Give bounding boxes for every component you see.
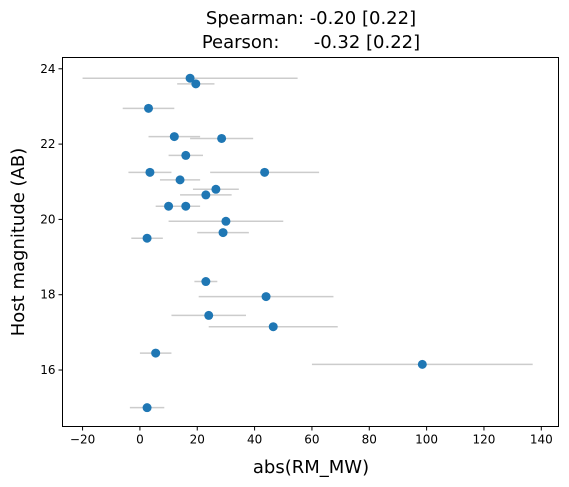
data-point [151, 349, 160, 358]
data-point [219, 228, 228, 237]
x-tick-label: 20 [190, 433, 205, 447]
plot-frame [63, 58, 559, 427]
data-point [204, 311, 213, 320]
data-point [260, 168, 269, 177]
data-point [164, 202, 173, 211]
y-tick-label: 18 [40, 288, 55, 302]
y-tick-label: 16 [40, 363, 55, 377]
x-tick-label: 140 [530, 433, 553, 447]
y-tick-label: 22 [40, 137, 55, 151]
x-tick-label: 100 [415, 433, 438, 447]
x-axis-ticks: −20 0 20 40 60 80 100 120 140 [70, 427, 553, 447]
data-points [143, 74, 427, 412]
x-tick-label: 60 [304, 433, 319, 447]
x-tick-label: 120 [473, 433, 496, 447]
y-tick-label: 24 [40, 62, 55, 76]
data-point [201, 277, 210, 286]
y-axis-label: Host magnitude (AB) [8, 148, 29, 337]
y-tick-label: 20 [40, 212, 55, 226]
data-point [221, 217, 230, 226]
data-point [191, 79, 200, 88]
data-point [217, 134, 226, 143]
data-point [143, 234, 152, 243]
chart-title-line-1: Spearman: -0.20 [0.22] [206, 8, 416, 29]
data-point [262, 292, 271, 301]
error-bars [83, 78, 533, 407]
x-tick-label: 40 [247, 433, 262, 447]
data-point [418, 360, 427, 369]
data-point [211, 185, 220, 194]
x-tick-label: 0 [136, 433, 144, 447]
data-point [145, 168, 154, 177]
x-axis-label: abs(RM_MW) [253, 457, 369, 478]
data-point [170, 132, 179, 141]
chart-title-line-2: Pearson: -0.32 [0.22] [202, 32, 420, 53]
x-tick-label: 80 [362, 433, 377, 447]
data-point [181, 151, 190, 160]
data-point [201, 190, 210, 199]
x-tick-label: −20 [70, 433, 95, 447]
y-axis-ticks: 16 18 20 22 24 [40, 62, 62, 377]
data-point [176, 175, 185, 184]
data-point [181, 202, 190, 211]
data-point [144, 104, 153, 113]
data-point [143, 403, 152, 412]
data-point [269, 322, 278, 331]
